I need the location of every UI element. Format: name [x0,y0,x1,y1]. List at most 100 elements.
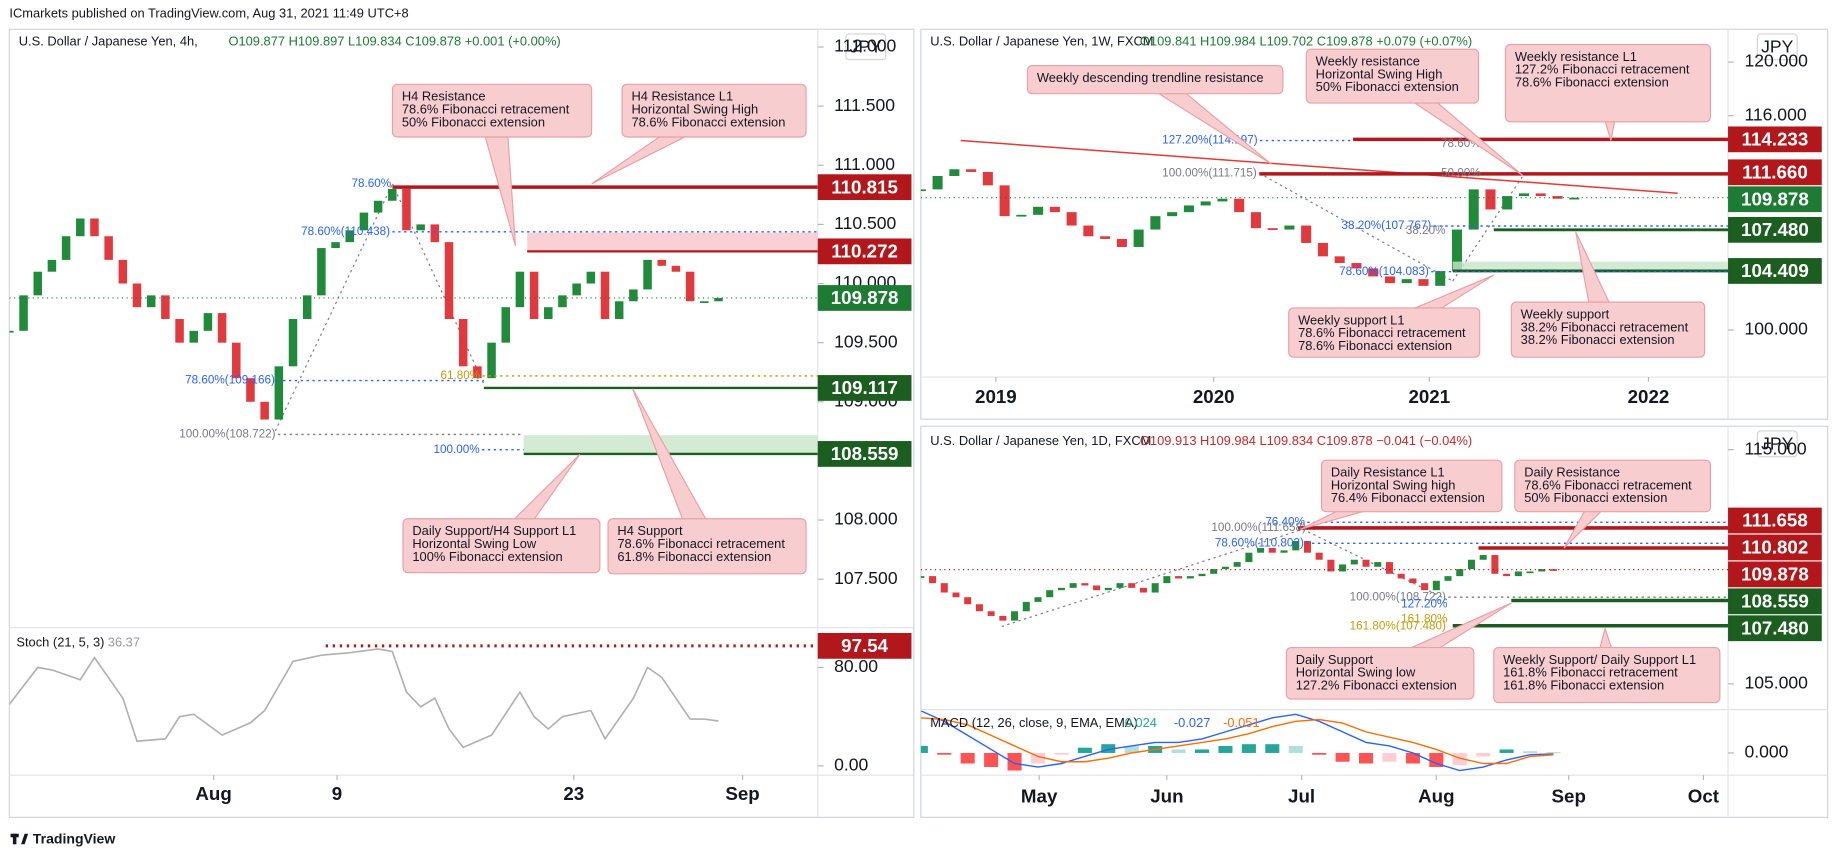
candle [19,295,28,331]
candle [1292,541,1300,551]
candle [999,185,1010,217]
fib-label: 100.00%(111.658) [1211,521,1306,534]
macd-histogram-bar [1476,752,1491,757]
price-label: 109.878 [831,287,899,308]
stoch-line [9,648,719,749]
macd-line [920,717,1554,765]
callout-box [607,518,807,575]
candle [1514,571,1522,577]
macd-value: -0.027 [1174,715,1211,730]
macd-histogram-bar [1452,752,1467,766]
candle [203,313,213,331]
candle [1210,569,1218,574]
fib-label: 61.80% [441,369,481,382]
plot-area [920,526,1729,628]
price-label-box [1728,159,1822,186]
price-label: 97.54 [841,635,888,656]
callout-box [621,83,807,138]
candle [966,169,977,172]
price-label: 111.658 [1742,510,1808,531]
candle [572,283,581,296]
callout-text: Horizontal Swing low [1296,665,1416,680]
price-label: 104.409 [1741,260,1809,281]
macd-histogram-bar [1499,749,1514,753]
candle [1538,569,1546,572]
fib-label: 38.20% [1406,224,1446,237]
callout-text: 50% Fibonacci extension [402,114,545,129]
callout-text: 161.8% Fibonacci retracement [1503,665,1678,680]
candle [1401,279,1412,284]
candle [1151,583,1159,593]
candle [1327,559,1335,572]
candle [932,175,943,190]
y-tick-label: 112.000 [834,36,896,56]
y-tick-label: 120.000 [1744,51,1808,71]
chart-title: U.S. Dollar / Japanese Yen, 1W, FXCM [930,34,1153,49]
price-label-box [817,238,912,265]
callout-text: Horizontal Swing High [1316,66,1443,81]
callout-text: 50% Fibonacci extension [1524,490,1667,505]
candle [345,230,354,243]
candle [629,289,638,302]
candle [1267,228,1278,230]
y-tick-label: 111.500 [834,95,895,115]
price-label: 108.559 [831,443,899,464]
y-tick-label: 105.000 [1744,673,1808,693]
fib-label: 161.80%(107.480) [1350,620,1446,633]
daily-panel-frame [920,425,1829,818]
callout-box [1504,43,1712,123]
macd-histogram-bar [1077,747,1092,753]
callout-text: 78.6% Fibonacci extension [1298,338,1452,353]
fib-connector [1452,175,1524,282]
candle [473,366,482,379]
candle [359,212,369,231]
fib-label: 100.00%(111.715) [1162,166,1257,179]
candle [33,271,42,296]
currency-label: JPY [1761,37,1793,57]
candle [964,597,972,605]
price-label-box [1728,126,1822,153]
candle [1491,555,1499,574]
currency-badge [845,33,887,61]
currency-label: JPY [850,37,882,57]
candle [1280,550,1288,553]
callout-text: 78.6% Fibonacci extension [1515,75,1669,90]
candle [146,295,156,308]
candle [1034,597,1042,602]
callout-text: Weekly support L1 [1298,312,1404,327]
ohlc-readout: O109.913 H109.984 L109.834 C109.878 −0.0… [1140,433,1472,448]
macd-histogram-bar [1194,749,1210,753]
trendline [960,139,1678,194]
fib-label: 78.60%(109.166) [185,374,275,387]
candle [1301,225,1312,243]
x-tick-label: Sep [1552,785,1586,806]
candle [76,218,85,237]
candle [430,224,440,243]
y-tick-label: 107.500 [834,568,898,588]
candle [302,295,312,320]
candle [1456,569,1464,577]
fib-connector [1259,172,1454,282]
price-label-box [1728,186,1822,213]
candle [118,259,128,284]
price-label-box [817,632,912,659]
callout-text: H4 Resistance [402,89,486,104]
candle [1200,201,1211,206]
candle [444,242,454,320]
x-tick-label: Oct [1688,785,1720,806]
x-tick-label: 9 [332,783,342,804]
macd-histogram-bar [1335,752,1350,762]
fib-label: 78.60%(110.802) [1215,536,1304,549]
candle [1104,587,1112,591]
callout-text: 100% Fibonacci extension [412,549,562,564]
macd-histogram-bar [1265,744,1280,753]
candle [217,313,227,343]
candle [1116,583,1124,588]
price-label: 109.878 [1741,563,1809,584]
callout-box [1493,646,1721,704]
macd-histogram-bar [1007,752,1022,771]
fib-label: 100.00%(108.722) [1350,590,1446,603]
ohlc-readout: O109.841 H109.984 L109.702 C109.878 +0.0… [1140,34,1472,49]
price-label: 110.815 [831,176,898,197]
price-label-box [1728,615,1822,642]
